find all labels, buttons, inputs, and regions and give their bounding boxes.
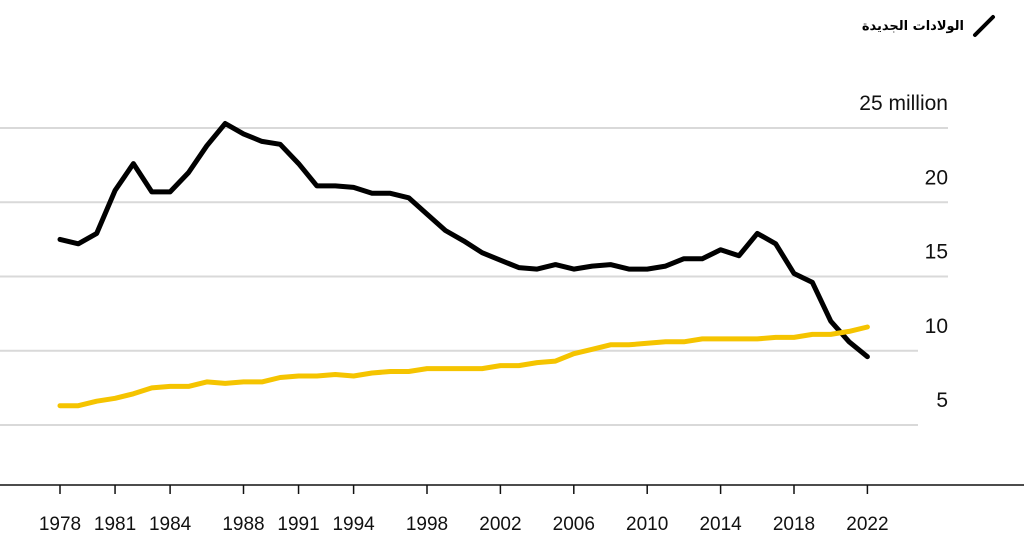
series-line-new-births — [57, 121, 870, 360]
series-line-yellow — [57, 324, 870, 409]
x-tick-label-2006: 2006 — [553, 514, 595, 535]
y-tick-label-10: 10 — [925, 315, 948, 338]
legend-swatch-black-line — [973, 15, 995, 37]
x-tick-label-1994: 1994 — [332, 514, 375, 535]
chart-legend: الولادات الجديدة — [862, 14, 996, 38]
y-tick-label-20: 20 — [925, 166, 948, 189]
x-tick-label-2014: 2014 — [699, 514, 742, 535]
x-tick-label-1998: 1998 — [406, 514, 448, 535]
x-tick-label-1991: 1991 — [277, 514, 319, 535]
x-tick-label-2002: 2002 — [479, 514, 521, 535]
y-tick-label-5: 5 — [936, 389, 948, 412]
x-tick-label-1988: 1988 — [222, 514, 264, 535]
x-tick-label-2022: 2022 — [846, 514, 888, 535]
x-tick-label-1978: 1978 — [39, 514, 81, 535]
legend-label-new-births: الولادات الجديدة — [861, 18, 964, 34]
x-tick-label-2018: 2018 — [773, 514, 815, 535]
y-tick-label-25: 25 million — [859, 92, 948, 115]
x-tick-label-2010: 2010 — [626, 514, 668, 535]
y-tick-label-15: 15 — [925, 241, 948, 264]
x-tick-label-1984: 1984 — [149, 514, 192, 535]
x-tick-label-1981: 1981 — [94, 514, 136, 535]
